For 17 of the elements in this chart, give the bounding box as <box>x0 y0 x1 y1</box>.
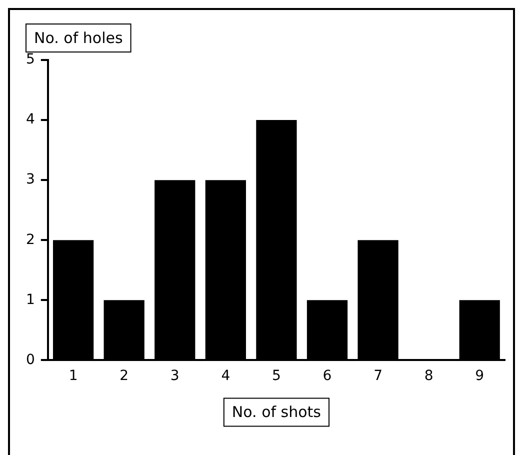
y-tick-label: 1 <box>26 292 35 308</box>
y-tick-label: 2 <box>26 232 35 248</box>
x-tick-label: 1 <box>68 368 78 384</box>
y-tick-label: 3 <box>26 172 35 188</box>
y-tick-label: 4 <box>26 112 35 128</box>
x-axis-title: No. of shots <box>232 403 322 422</box>
x-tick-label: 9 <box>475 368 484 384</box>
x-tick-label: 3 <box>170 368 180 384</box>
x-tick-label: 5 <box>272 368 281 384</box>
y-tick-label: 5 <box>26 52 35 68</box>
x-tick-label: 6 <box>322 368 332 384</box>
y-axis-title: No. of holes <box>34 28 123 47</box>
x-tick-label: 7 <box>374 368 382 384</box>
x-tick-label: 4 <box>221 368 230 384</box>
x-tick-label: 2 <box>120 368 129 384</box>
y-tick-label: 0 <box>26 352 35 368</box>
x-tick-label: 8 <box>424 368 434 384</box>
